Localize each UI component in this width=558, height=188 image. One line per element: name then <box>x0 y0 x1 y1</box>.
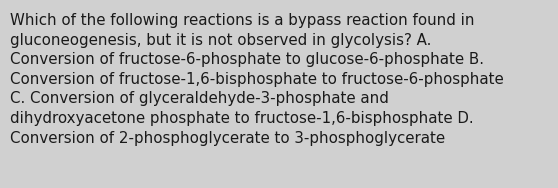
Text: Which of the following reactions is a bypass reaction found in
gluconeogenesis, : Which of the following reactions is a by… <box>10 13 504 146</box>
